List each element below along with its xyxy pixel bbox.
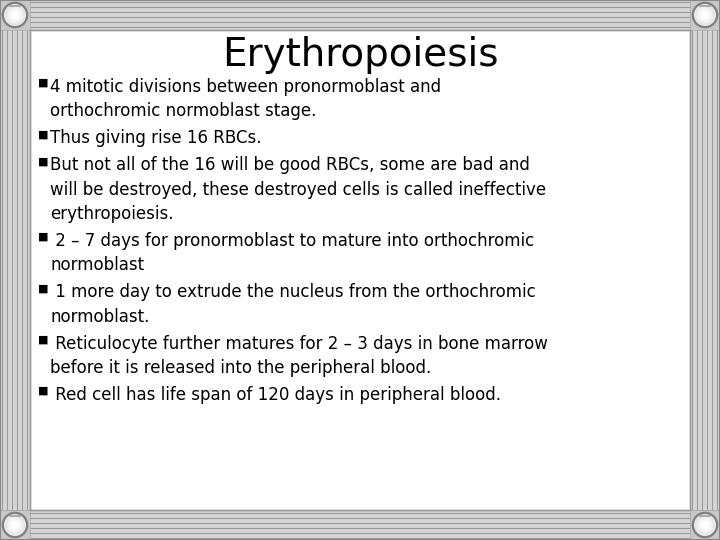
Text: erythropoiesis.: erythropoiesis. <box>50 205 174 223</box>
Circle shape <box>8 8 22 22</box>
Text: ■: ■ <box>38 157 48 166</box>
Circle shape <box>2 2 27 28</box>
Text: ■: ■ <box>38 284 48 293</box>
Circle shape <box>12 11 19 19</box>
Text: Reticulocyte further matures for 2 – 3 days in bone marrow: Reticulocyte further matures for 2 – 3 d… <box>50 335 548 353</box>
Circle shape <box>695 5 716 25</box>
Text: will be destroyed, these destroyed cells is called ineffective: will be destroyed, these destroyed cells… <box>50 181 546 199</box>
Text: ■: ■ <box>38 232 48 242</box>
Bar <box>690 30 720 510</box>
Bar <box>0 0 30 30</box>
Text: 4 mitotic divisions between pronormoblast and: 4 mitotic divisions between pronormoblas… <box>50 78 441 96</box>
Text: ■: ■ <box>38 78 48 88</box>
Circle shape <box>4 5 25 25</box>
Text: 1 more day to extrude the nucleus from the orthochromic: 1 more day to extrude the nucleus from t… <box>50 284 536 301</box>
Text: orthochromic normoblast stage.: orthochromic normoblast stage. <box>50 102 316 120</box>
Text: Red cell has life span of 120 days in peripheral blood.: Red cell has life span of 120 days in pe… <box>50 386 501 404</box>
Bar <box>30 510 690 540</box>
Bar <box>690 0 720 30</box>
Circle shape <box>8 518 22 532</box>
Text: ■: ■ <box>38 386 48 396</box>
Bar <box>30 0 690 30</box>
Text: But not all of the 16 will be good RBCs, some are bad and: But not all of the 16 will be good RBCs,… <box>50 157 530 174</box>
Circle shape <box>2 512 27 538</box>
Bar <box>0 30 30 510</box>
Circle shape <box>695 515 716 535</box>
Bar <box>30 30 690 510</box>
Text: normoblast.: normoblast. <box>50 307 149 326</box>
Circle shape <box>698 518 712 532</box>
Text: normoblast: normoblast <box>50 256 144 274</box>
Circle shape <box>4 515 25 535</box>
Text: before it is released into the peripheral blood.: before it is released into the periphera… <box>50 359 431 377</box>
Text: ■: ■ <box>38 130 48 139</box>
Circle shape <box>698 8 712 22</box>
Text: Thus giving rise 16 RBCs.: Thus giving rise 16 RBCs. <box>50 130 261 147</box>
Circle shape <box>12 521 19 529</box>
Text: 2 – 7 days for pronormoblast to mature into orthochromic: 2 – 7 days for pronormoblast to mature i… <box>50 232 534 250</box>
Circle shape <box>701 11 708 19</box>
Bar <box>0 510 30 540</box>
Circle shape <box>693 512 718 538</box>
Text: Erythropoiesis: Erythropoiesis <box>222 36 498 74</box>
Circle shape <box>693 2 718 28</box>
Bar <box>690 510 720 540</box>
Circle shape <box>701 521 708 529</box>
Text: ■: ■ <box>38 335 48 345</box>
